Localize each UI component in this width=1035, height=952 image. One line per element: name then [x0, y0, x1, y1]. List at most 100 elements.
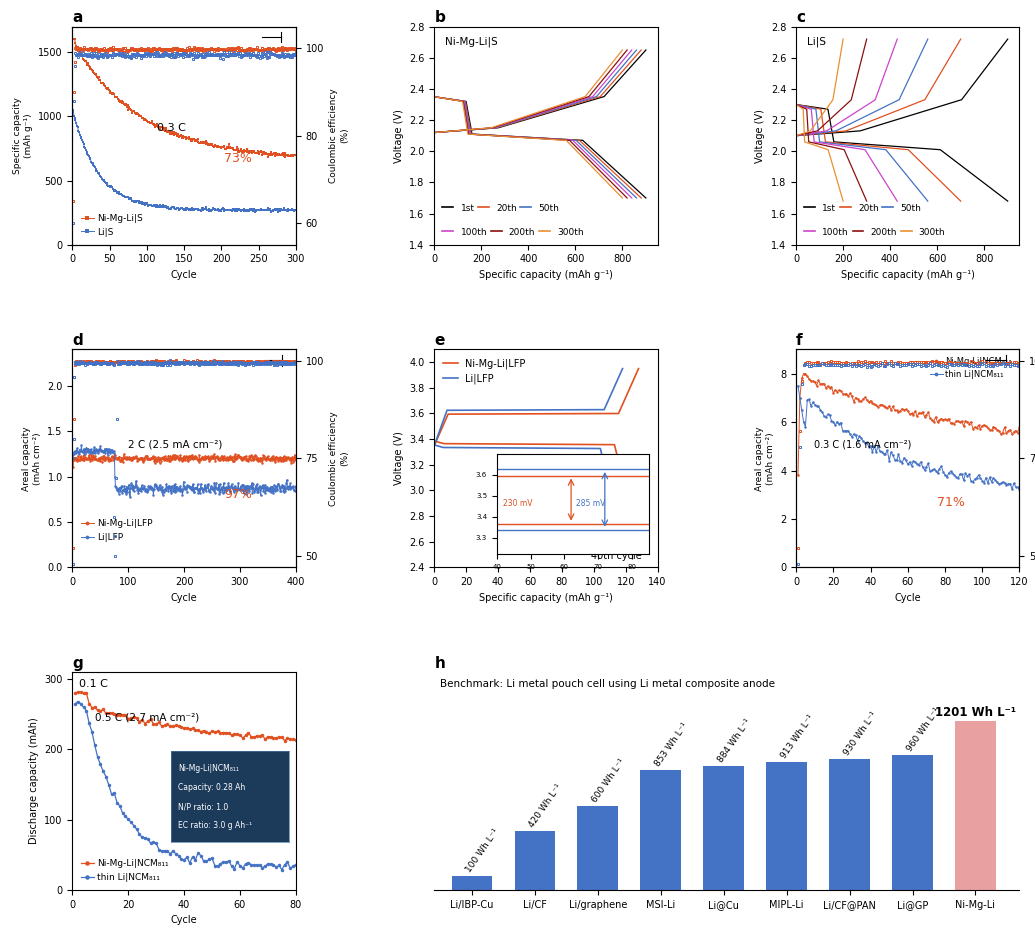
Y-axis label: Voltage (V): Voltage (V) [756, 109, 765, 163]
Bar [955, 722, 996, 890]
Text: 1201 Wh L⁻¹: 1201 Wh L⁻¹ [935, 706, 1016, 720]
Ni-Mg-Li|LFP [557, 408, 569, 420]
X-axis label: Cycle: Cycle [894, 593, 921, 603]
Ni-Mg-Li|NCM₈₁₁ [1013, 422, 1026, 433]
Ni-Mg-Li|LFP [207, 450, 219, 462]
Ni-Mg-Li|S [67, 33, 80, 45]
Legend: Ni-Mg-Li|NCM₈₁₁, thin Li|NCM₈₁₁: Ni-Mg-Li|NCM₈₁₁, thin Li|NCM₈₁₁ [77, 856, 172, 885]
Ni-Mg-Li|NCM₈₁₁ [71, 686, 84, 698]
Text: d: d [72, 333, 83, 348]
Text: 0.3 C (1.6 mA cm⁻²): 0.3 C (1.6 mA cm⁻²) [814, 440, 912, 449]
Legend: Ni-Mg-Li|LFP, Li|LFP: Ni-Mg-Li|LFP, Li|LFP [77, 516, 156, 545]
Text: 913 Wh L⁻¹: 913 Wh L⁻¹ [779, 713, 816, 760]
Li|LFP [76, 440, 88, 451]
Text: Li|S: Li|S [807, 36, 826, 47]
Ni-Mg-Li|NCM₈₁₁ [853, 395, 865, 407]
Text: 0.1 C: 0.1 C [79, 680, 108, 689]
Bar [829, 760, 870, 890]
Bar [892, 755, 933, 890]
Text: Benchmark: Li metal pouch cell using Li metal composite anode: Benchmark: Li metal pouch cell using Li … [440, 679, 775, 688]
Ni-Mg-Li|LFP [140, 450, 152, 462]
thin Li|NCM₈₁₁ [944, 466, 956, 477]
X-axis label: Cycle: Cycle [171, 593, 198, 603]
Ni-Mg-Li|NCM₈₁₁ [206, 725, 218, 737]
Li|S [256, 204, 268, 215]
Text: 0.5 C (2.7 mA cm⁻²): 0.5 C (2.7 mA cm⁻²) [95, 712, 199, 722]
Li|LFP [230, 484, 242, 495]
Ni-Mg-Li|NCM₈₁₁ [170, 720, 182, 731]
Text: b: b [435, 10, 445, 26]
Ni-Mg-Li|LFP [290, 454, 302, 466]
Ni-Mg-Li|NCM₈₁₁ [840, 388, 853, 400]
Text: 853 Wh L⁻¹: 853 Wh L⁻¹ [653, 722, 690, 768]
thin Li|NCM₈₁₁ [214, 859, 227, 870]
Li|LFP [450, 405, 463, 416]
Legend: 1st, 20th, 50th: 1st, 20th, 50th [801, 200, 925, 216]
Text: e: e [435, 333, 445, 348]
Line: Li|LFP: Li|LFP [71, 444, 297, 498]
X-axis label: Specific capacity (mAh g⁻¹): Specific capacity (mAh g⁻¹) [479, 270, 613, 280]
Ni-Mg-Li|NCM₈₁₁ [69, 687, 82, 699]
Y-axis label: Specific capacity
(mAh g⁻¹): Specific capacity (mAh g⁻¹) [13, 97, 32, 174]
Li|LFP [546, 405, 559, 416]
Y-axis label: Voltage (V): Voltage (V) [393, 431, 404, 486]
Li|LFP [208, 477, 220, 488]
Text: 100 Wh L⁻¹: 100 Wh L⁻¹ [465, 827, 501, 874]
X-axis label: Specific capacity (mAh g⁻¹): Specific capacity (mAh g⁻¹) [479, 593, 613, 603]
Ni-Mg-Li|NCM₈₁₁ [792, 469, 804, 481]
thin Li|NCM₈₁₁ [1013, 484, 1026, 495]
Y-axis label: Discharge capacity (mAh): Discharge capacity (mAh) [29, 718, 38, 844]
thin Li|NCM₈₁₁ [967, 476, 979, 487]
Ni-Mg-Li|S [199, 136, 211, 148]
Text: 600 Wh L⁻¹: 600 Wh L⁻¹ [591, 757, 627, 804]
Ni-Mg-Li|LFP [495, 408, 507, 420]
Ni-Mg-Li|LFP [228, 450, 240, 462]
Text: 40th cycle: 40th cycle [591, 550, 642, 561]
Ni-Mg-Li|NCM₈₁₁ [203, 727, 215, 739]
Ni-Mg-Li|LFP [509, 408, 522, 420]
Text: 0.3 C: 0.3 C [157, 124, 186, 133]
Li|LFP [616, 363, 628, 374]
Line: Ni-Mg-Li|NCM₈₁₁: Ni-Mg-Li|NCM₈₁₁ [797, 372, 1021, 477]
Ni-Mg-Li|NCM₈₁₁ [267, 732, 279, 744]
Y-axis label: Coulombic efficiency
(%): Coulombic efficiency (%) [329, 411, 349, 506]
Ni-Mg-Li|NCM₈₁₁ [916, 407, 928, 418]
Ni-Mg-Li|LFP [230, 448, 242, 460]
Ni-Mg-Li|NCM₈₁₁ [223, 727, 235, 739]
Li|LFP [67, 453, 80, 465]
Bar [451, 876, 493, 890]
Li|S [269, 204, 282, 215]
Text: h: h [435, 656, 445, 671]
Text: 2 C (2.5 mA cm⁻²): 2 C (2.5 mA cm⁻²) [128, 440, 223, 449]
Li|LFP [490, 405, 502, 416]
Li|S [200, 202, 212, 213]
Ni-Mg-Li|LFP [428, 440, 441, 451]
Line: Ni-Mg-Li|LFP: Ni-Mg-Li|LFP [71, 453, 297, 468]
Legend: Ni-Mg-Li|NCM₈₁₁, thin Li|NCM₈₁₁: Ni-Mg-Li|NCM₈₁₁, thin Li|NCM₈₁₁ [926, 353, 1015, 383]
Text: c: c [796, 10, 805, 26]
Li|S [290, 204, 302, 215]
thin Li|NCM₈₁₁ [792, 380, 804, 391]
X-axis label: Cycle: Cycle [171, 916, 198, 925]
thin Li|NCM₈₁₁ [71, 696, 84, 707]
Li|LFP [564, 404, 576, 415]
Ni-Mg-Li|S [67, 33, 80, 45]
thin Li|NCM₈₁₁ [267, 859, 279, 870]
Li|LFP [290, 481, 302, 492]
Line: Li|S: Li|S [72, 109, 297, 213]
thin Li|NCM₈₁₁ [852, 435, 864, 446]
Text: a: a [72, 10, 83, 26]
Text: 97%: 97% [225, 487, 253, 501]
Line: Li|LFP: Li|LFP [435, 368, 622, 446]
Ni-Mg-Li|NCM₈₁₁ [797, 367, 809, 379]
Bar [578, 805, 618, 890]
Ni-Mg-Li|LFP [93, 452, 106, 464]
Li|LFP [156, 486, 169, 498]
Bar [704, 765, 744, 890]
Ni-Mg-Li|S [290, 149, 302, 161]
Li|S [248, 207, 261, 218]
Text: 71%: 71% [937, 496, 965, 509]
Ni-Mg-Li|LFP [632, 363, 645, 374]
Ni-Mg-Li|NCM₈₁₁ [278, 735, 291, 746]
Ni-Mg-Li|S [279, 151, 292, 163]
